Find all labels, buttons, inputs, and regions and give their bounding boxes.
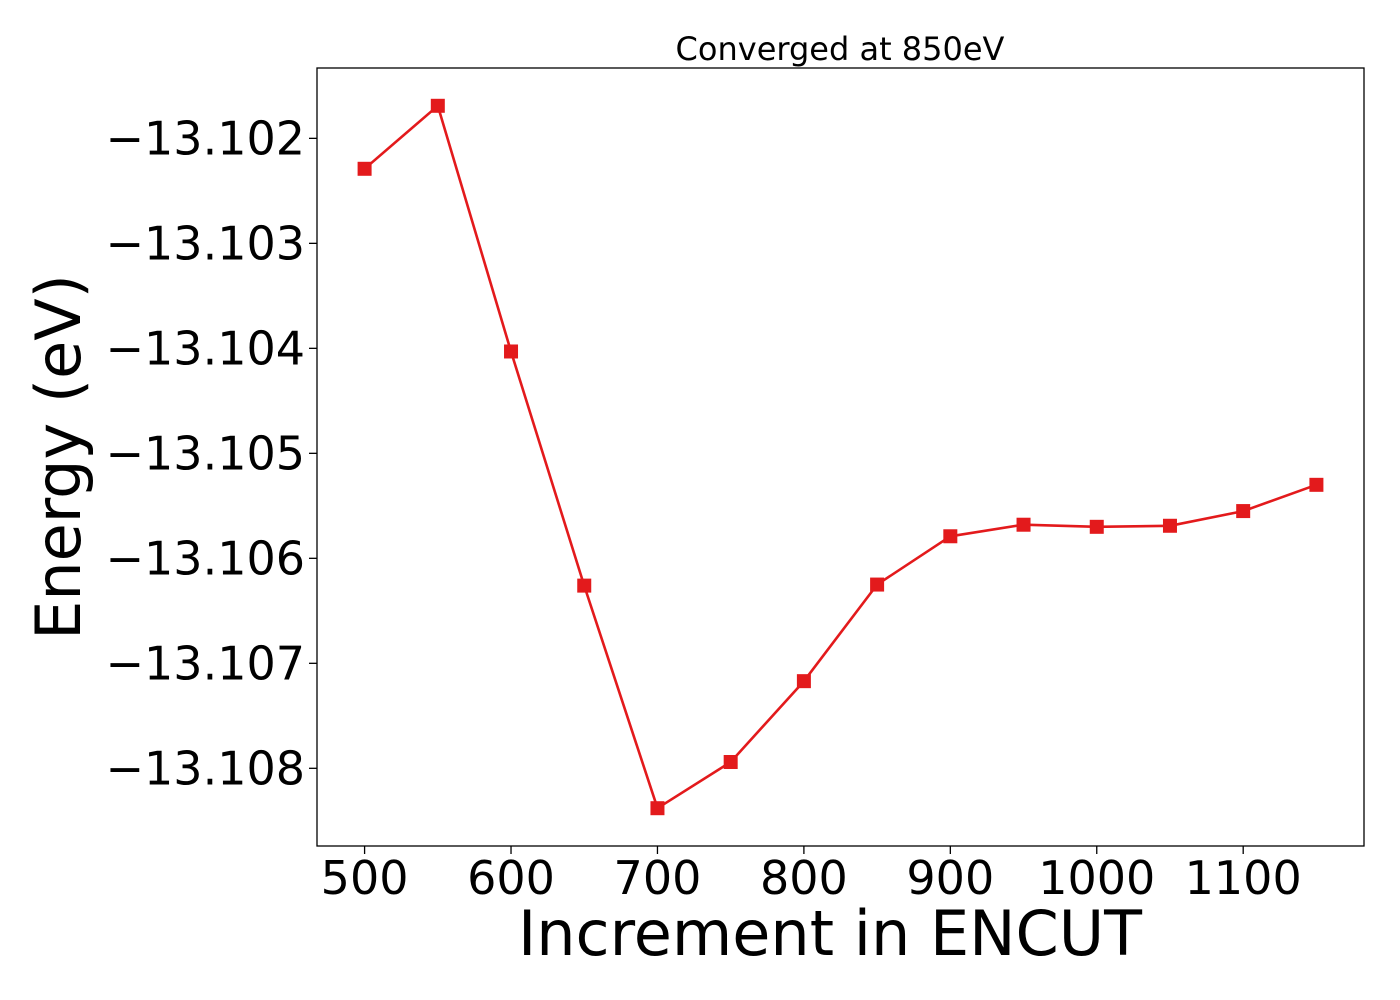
y-tick-label: −13.106	[106, 531, 306, 585]
data-point-550	[430, 98, 445, 113]
data-point-1100	[1236, 504, 1251, 519]
data-point-500	[357, 161, 372, 176]
data-point-700	[650, 801, 665, 816]
y-tick-label: −13.107	[106, 636, 306, 690]
y-axis-label: Energy (eV)	[22, 274, 95, 640]
x-axis-label: Increment in ENCUT	[518, 897, 1143, 970]
data-point-750	[723, 755, 738, 770]
data-point-1150	[1309, 477, 1324, 492]
y-tick-label: −13.104	[106, 321, 306, 375]
x-tick-label: 500	[321, 851, 409, 905]
plot-area	[357, 98, 1324, 816]
x-axis: 500 600 700 800 900 1000 1100	[321, 846, 1302, 905]
y-axis: −13.102 −13.103 −13.104 −13.105 −13.106 −13.1…	[106, 111, 317, 795]
y-tick-label: −13.103	[106, 216, 306, 270]
x-tick-label: 700	[614, 851, 702, 905]
plot-frame	[316, 67, 1365, 847]
x-tick-label: 800	[760, 851, 848, 905]
x-tick-label: 1000	[1038, 851, 1155, 905]
data-point-800	[796, 674, 811, 689]
data-point-650	[577, 578, 592, 593]
x-tick-label: 1100	[1185, 851, 1302, 905]
data-point-950	[1016, 517, 1031, 532]
series-line	[363, 104, 1317, 810]
chart-title: Converged at 850eV	[676, 30, 1005, 68]
y-tick-label: −13.105	[106, 426, 306, 480]
x-tick-label: 900	[906, 851, 994, 905]
data-point-1000	[1089, 519, 1104, 534]
data-point-850	[870, 577, 885, 592]
x-tick-label: 600	[467, 851, 555, 905]
y-tick-label: −13.108	[106, 741, 306, 795]
y-tick-label: −13.102	[106, 111, 306, 165]
data-point-900	[943, 529, 958, 544]
data-point-1050	[1162, 518, 1177, 533]
data-point-600	[504, 344, 519, 359]
